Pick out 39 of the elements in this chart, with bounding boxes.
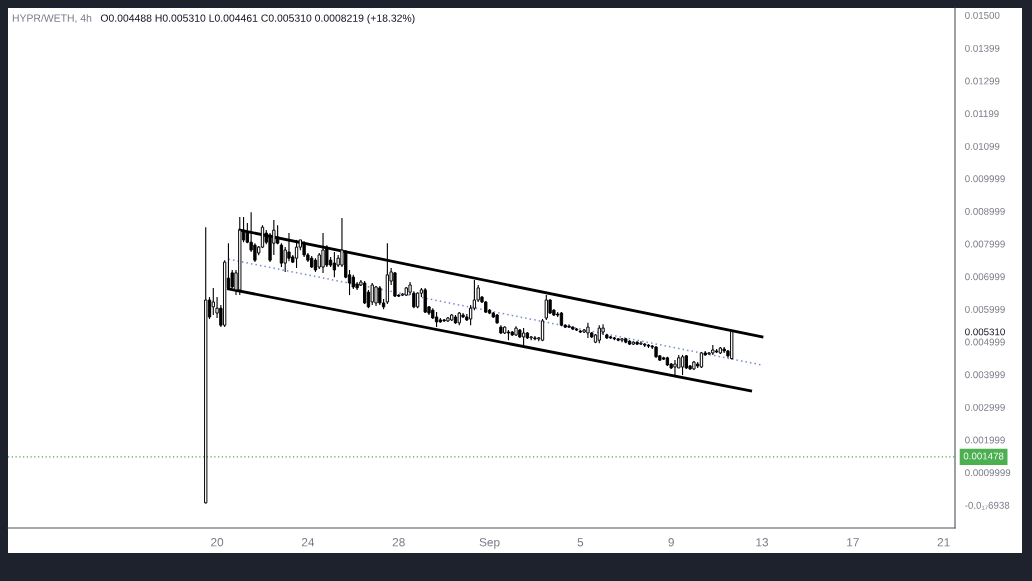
x-tick-label: 24 — [301, 538, 315, 547]
candlestick — [378, 285, 382, 306]
annotation: O0.004488 H0.005310 L0.004461 C0.005310 0.0008219 (+18.32%) — [100, 14, 415, 24]
y-tick-label: 0.01199 — [965, 110, 999, 118]
y-tick-label: 0.01500 — [965, 11, 1000, 19]
y-tick-label: 0.005999 — [965, 305, 1005, 313]
y-tick-label: 0.009999 — [965, 175, 1005, 183]
candlestick — [211, 287, 215, 316]
ref-line-label: 0.001478 — [963, 452, 1004, 460]
y-tick-label: 0.001999 — [965, 436, 1005, 444]
y-tick-label: 0.01099 — [965, 142, 1000, 150]
y-tick-label: 0.0009999 — [965, 469, 1011, 477]
y-tick-label: 0.01399 — [965, 44, 1000, 52]
candlestick — [673, 359, 677, 376]
y-tick-label: 0.003999 — [965, 371, 1005, 379]
y-tick-label: -0.0₁₇6938 — [965, 501, 1010, 510]
x-tick-label: 21 — [937, 538, 950, 547]
y-tick-label: 0.002999 — [965, 403, 1005, 411]
x-tick-label: 28 — [392, 538, 405, 547]
x-tick-label: Sep — [479, 538, 500, 549]
x-tick-label: 9 — [668, 538, 674, 547]
y-tick-label: 0.01299 — [965, 77, 1000, 85]
candlestick — [370, 282, 374, 306]
x-tick-label: 20 — [211, 538, 224, 547]
candlestick — [363, 280, 367, 305]
x-tick-label: 5 — [577, 538, 584, 547]
y-tick-label: 0.005310 — [965, 328, 1005, 336]
y-tick-label: 0.004999 — [965, 338, 1005, 346]
y-tick-label: 0.007999 — [965, 240, 1005, 248]
y-tick-label: 0.008999 — [965, 207, 1005, 215]
candlestick — [423, 287, 427, 314]
candlestick — [279, 242, 284, 268]
x-tick-label: 17 — [847, 538, 859, 547]
candlestick — [321, 232, 325, 274]
x-tick-label: 13 — [756, 538, 769, 547]
y-tick-label: 0.006999 — [965, 273, 1005, 281]
text: HYPR/WETH, 4h — [12, 14, 92, 24]
candlestick — [287, 232, 291, 262]
candlestick — [544, 294, 548, 321]
